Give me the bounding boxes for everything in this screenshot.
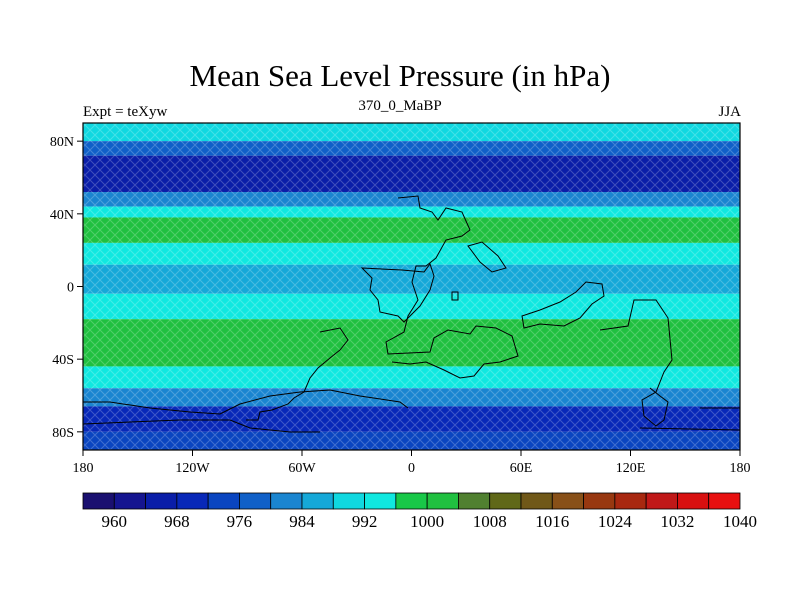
colorbar-swatch-11 [426, 492, 459, 510]
colorbar-swatch-19 [677, 492, 710, 510]
colorbar-swatch-9 [364, 492, 397, 510]
colorbar-swatch-14 [520, 492, 553, 510]
colorbar-swatch-17 [614, 492, 647, 510]
colorbar-label-5: 1000 [410, 512, 444, 531]
coastline-south-arm [246, 327, 349, 421]
colorbar-swatch-18 [645, 492, 678, 510]
latitude-axis: 80N 40N 0 40S 80S [50, 135, 83, 441]
colorbar-label-9: 1032 [660, 512, 694, 531]
coastline-south-polar-lower [83, 419, 320, 433]
colorbar-swatch-6 [270, 492, 303, 510]
lon-tick-label-5: 120E [616, 461, 646, 476]
lon-tick-label-0: 180 [73, 461, 94, 476]
coastline-southeast [599, 299, 673, 427]
colorbar-swatch-20 [708, 492, 741, 510]
lon-tick-label-6: 180 [730, 461, 751, 476]
experiment-label: Expt = teXyw [83, 104, 168, 120]
colorbar-label-10: 1040 [723, 512, 757, 531]
colorbar-swatch-8 [332, 492, 365, 510]
coastline-south-polar [83, 389, 409, 415]
colorbar: 960 968 976 984 992 1000 1008 1016 1024 1032 1040 [82, 492, 757, 531]
lon-tick-label-1: 120W [175, 461, 210, 476]
lat-tick-label-4: 80S [52, 426, 74, 441]
time-period-label: 370_0_MaBP [358, 98, 442, 114]
lon-tick-label-4: 60E [510, 461, 533, 476]
colorbar-label-8: 1024 [598, 512, 633, 531]
lat-tick-label-0: 80N [50, 135, 74, 150]
season-label: JJA [718, 104, 741, 120]
coastline-east-asia [521, 281, 605, 329]
colorbar-label-3: 984 [289, 512, 315, 531]
colorbar-swatch-7 [301, 492, 334, 510]
colorbar-label-1: 968 [164, 512, 190, 531]
chart-title: Mean Sea Level Pressure (in hPa) [189, 58, 611, 93]
colorbar-label-2: 976 [227, 512, 253, 531]
coastline-far-southeast [639, 407, 740, 431]
lon-tick-label-2: 60W [288, 461, 316, 476]
colorbar-label-4: 992 [352, 512, 378, 531]
hatch-overlay [83, 123, 740, 450]
colorbar-swatch-1 [113, 492, 146, 510]
lon-tick-label-3: 0 [408, 461, 415, 476]
colorbar-swatch-0 [82, 492, 115, 510]
coastline-outline [83, 195, 740, 433]
longitude-axis: 180 120W 60W 0 60E 120E 180 [73, 450, 751, 476]
lat-tick-label-3: 40S [52, 353, 74, 368]
colorbar-swatch-4 [207, 492, 240, 510]
colorbar-label-6: 1008 [473, 512, 507, 531]
coastline-europe-africa [385, 195, 519, 379]
coastline-west-landmass [360, 262, 435, 323]
colorbar-swatch-16 [583, 492, 616, 510]
colorbar-swatch-10 [395, 492, 428, 510]
colorbar-swatch-2 [145, 492, 178, 510]
colorbar-swatch-5 [239, 492, 272, 510]
colorbar-swatch-12 [458, 492, 491, 510]
colorbar-swatch-15 [551, 492, 584, 510]
lat-tick-label-2: 0 [67, 281, 74, 296]
colorbar-label-7: 1016 [535, 512, 569, 531]
colorbar-swatch-3 [176, 492, 209, 510]
coastline-mid-island [451, 291, 459, 301]
lat-tick-label-1: 40N [50, 208, 74, 223]
colorbar-label-0: 960 [102, 512, 128, 531]
colorbar-swatch-13 [489, 492, 522, 510]
coastline-east-island [467, 241, 507, 273]
